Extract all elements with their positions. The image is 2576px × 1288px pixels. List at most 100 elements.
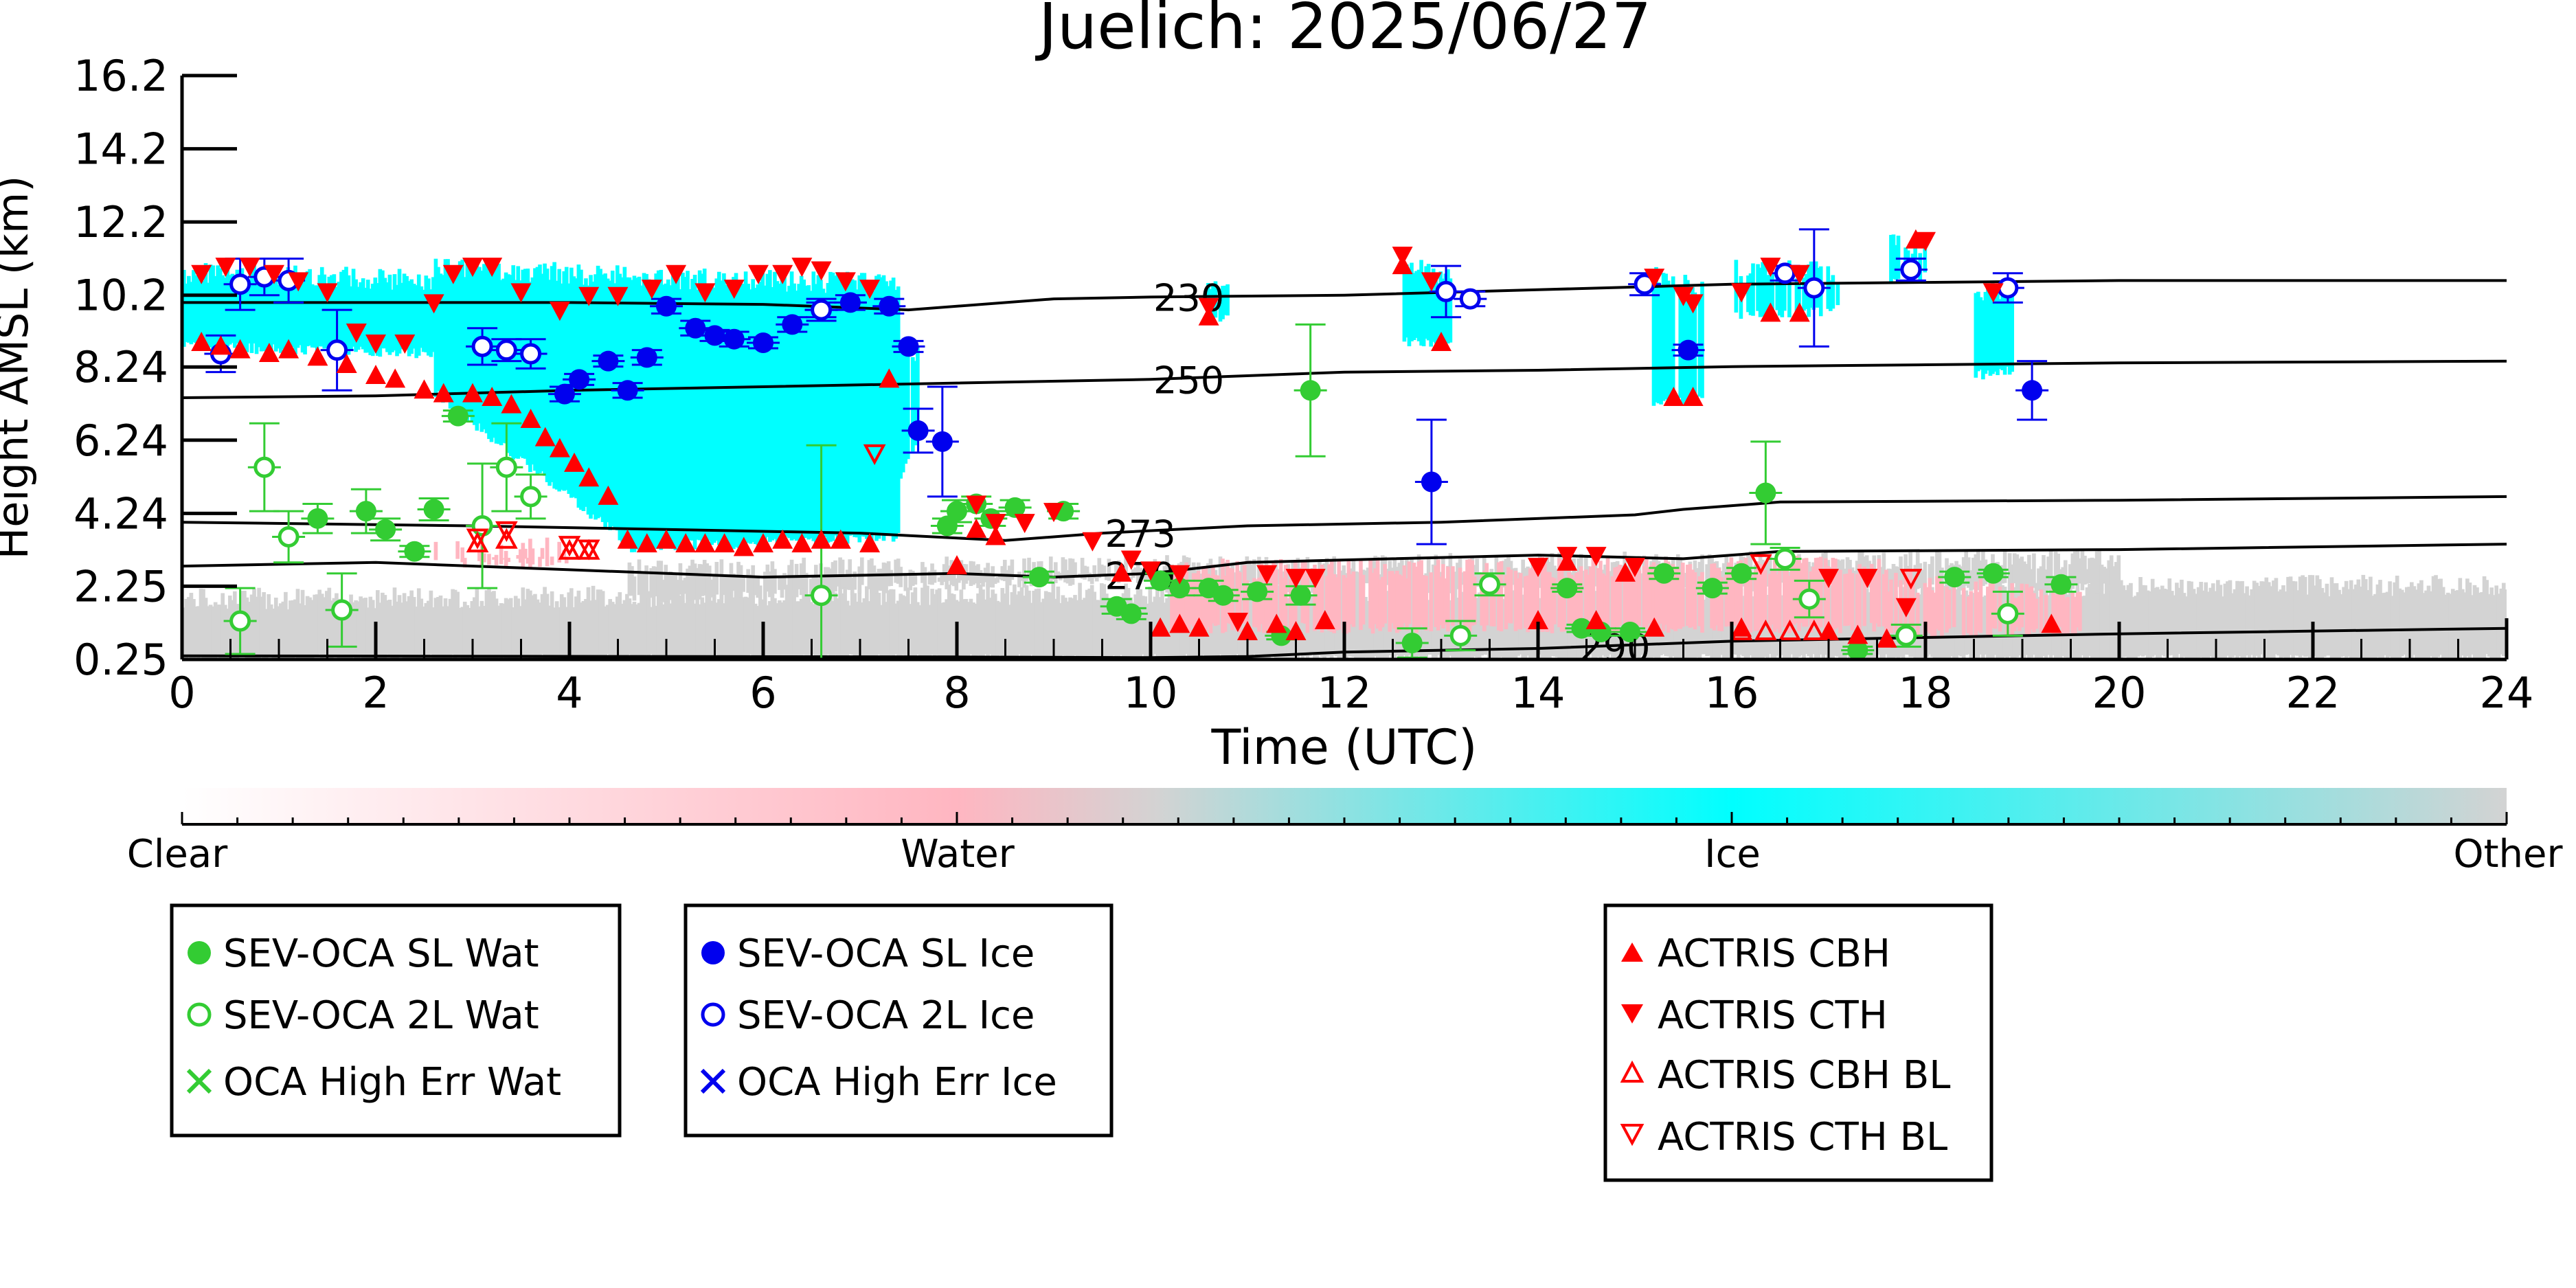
- cloud-ice-field: [1763, 260, 1767, 316]
- cloud-other-field: [492, 591, 496, 659]
- cloud-other-field: [978, 584, 983, 659]
- cloud-other-field: [886, 590, 891, 657]
- cloud-ice-field: [896, 354, 901, 487]
- cloud-ice-field: [2005, 295, 2009, 367]
- cloud-other-field: [1308, 575, 1312, 588]
- cloud-other-field: [271, 609, 276, 659]
- cloud-ice-field: [273, 266, 278, 352]
- cloud-ice-field: [722, 273, 726, 544]
- cloud-other-field: [1034, 589, 1039, 659]
- cloud-other-field: [1380, 600, 1385, 659]
- cloud-ice-field: [1831, 275, 1835, 309]
- cloud-ice-field: [702, 269, 707, 543]
- cloud-other-field: [2344, 580, 2349, 658]
- actris-cbh-point: [1876, 628, 1897, 648]
- cloud-other-field: [2042, 586, 2046, 656]
- cloud-other-field: [1085, 566, 1089, 575]
- cloud-other-field: [1545, 557, 1550, 585]
- sev-oca-sl-wat-point: [1300, 380, 1321, 401]
- cloud-ice-field: [530, 277, 535, 465]
- cloud-other-field: [2259, 581, 2264, 655]
- cloud-ice-field: [535, 267, 540, 475]
- cloud-other-field: [620, 603, 624, 659]
- cloud-other-field: [865, 586, 869, 659]
- cloud-other-field: [218, 605, 223, 659]
- cloud-other-field: [1027, 557, 1031, 578]
- cloud-other-field: [1974, 554, 1978, 591]
- cloud-other-field: [530, 595, 535, 657]
- cloud-other-field: [1906, 587, 1910, 655]
- cloud-water-field: [1329, 559, 1334, 632]
- cloud-other-field: [2412, 586, 2417, 655]
- cloud-other-field: [1370, 558, 1375, 587]
- cloud-ice-field: [457, 261, 462, 412]
- cloud-other-field: [1390, 594, 1394, 659]
- cloud-other-field: [768, 571, 772, 598]
- cloud-other-field: [1971, 593, 1976, 659]
- cloud-water-field: [1831, 558, 1835, 631]
- cloud-other-field: [2162, 588, 2167, 657]
- actris-cbh-point: [966, 518, 987, 538]
- cloud-other-field: [359, 596, 363, 655]
- cloud-other-field: [787, 565, 791, 596]
- cloud-water-field: [1572, 578, 1576, 631]
- cloud-other-field: [291, 600, 295, 659]
- cloud-water-field: [1978, 578, 1983, 633]
- actris-cth-point: [666, 264, 687, 284]
- cloud-other-field: [618, 592, 622, 659]
- cloud-water-field: [1647, 567, 1651, 624]
- cloud-other-field: [1356, 585, 1361, 659]
- cloud-water-field: [1596, 568, 1601, 626]
- cloud-other-field: [913, 587, 918, 659]
- cloud-other-field: [1078, 583, 1082, 659]
- cloud-other-field: [2145, 590, 2150, 658]
- cloud-other-field: [2090, 576, 2094, 659]
- cloud-other-field: [1721, 563, 1726, 589]
- cloud-other-field: [1903, 554, 1908, 583]
- cloud-other-field: [2037, 596, 2041, 659]
- cloud-other-field: [249, 594, 254, 659]
- cloud-other-field: [1608, 582, 1612, 655]
- cloud-other-field: [770, 594, 775, 658]
- cloud-other-field: [2092, 558, 2097, 587]
- actris-cbh-point: [191, 332, 212, 352]
- cloud-other-field: [988, 598, 993, 655]
- cloud-other-field: [676, 580, 680, 598]
- cloud-other-field: [1959, 594, 1963, 657]
- cloud-ice-field: [451, 273, 455, 411]
- cloud-other-field: [2172, 595, 2177, 659]
- cloud-ice-field: [310, 284, 315, 348]
- actris-cbh-point: [564, 452, 585, 472]
- cloud-ice-field: [860, 273, 864, 536]
- legend-marker-sev-sl-wat: [188, 941, 211, 964]
- cloud-water-field: [1392, 574, 1397, 629]
- cloud-other-field: [2347, 589, 2351, 657]
- cloud-other-field: [681, 580, 685, 602]
- actris-cbh-point: [1614, 562, 1636, 582]
- cloud-ice-field: [1991, 281, 1995, 374]
- cloud-water-field: [1513, 570, 1518, 631]
- cloud-ice-field: [470, 263, 475, 422]
- cloud-other-field: [1511, 590, 1515, 659]
- cloud-ice-field: [1697, 300, 1702, 397]
- cloud-other-field: [1024, 577, 1029, 581]
- cloud-other-field: [189, 593, 194, 659]
- cloud-other-field: [1845, 557, 1850, 588]
- cloud-ice-field: [594, 274, 598, 520]
- cloud-other-field: [2489, 587, 2494, 659]
- cloud-other-field: [2158, 589, 2162, 659]
- cloud-other-field: [1138, 589, 1143, 658]
- y-tick-label: 0.25: [74, 635, 168, 685]
- cloud-other-field: [809, 578, 813, 596]
- cloud-ice-field: [448, 267, 453, 409]
- cloud-other-field: [1721, 583, 1726, 659]
- cloud-other-field: [1099, 564, 1104, 574]
- cloud-ice-field: [1438, 271, 1443, 348]
- cloud-ice-field: [194, 275, 199, 343]
- cloud-ice-field: [598, 269, 602, 517]
- cloud-water-field: [1446, 566, 1450, 632]
- cloud-other-field: [1225, 595, 1230, 659]
- cloud-other-field: [2458, 578, 2463, 659]
- cloud-other-field: [642, 594, 646, 658]
- cloud-other-field: [2012, 553, 2017, 584]
